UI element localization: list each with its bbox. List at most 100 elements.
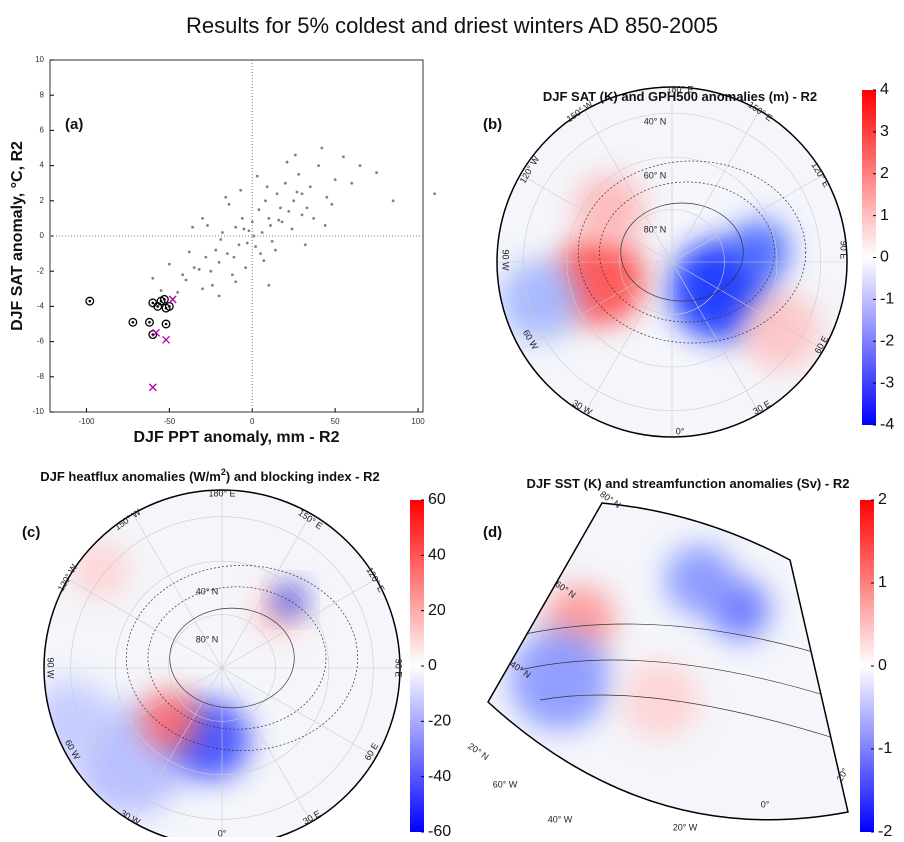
point [176, 290, 180, 294]
map-outline [496, 86, 848, 438]
point [259, 252, 262, 256]
point [280, 220, 284, 224]
panel-label: (b) [483, 116, 502, 133]
point-ring [128, 317, 138, 327]
point [267, 217, 271, 220]
anomaly-shading [275, 585, 305, 615]
y-tick-label: -6 [37, 337, 45, 346]
point [252, 234, 256, 238]
point-dot [163, 298, 166, 301]
coordinate-label: 80° N [644, 224, 667, 234]
anomaly-shading [70, 540, 130, 600]
point [292, 199, 296, 203]
coordinate-label: 60° W [493, 779, 518, 789]
point [300, 192, 304, 196]
point-dot [88, 299, 92, 303]
point [85, 296, 95, 306]
anomaly-shading [140, 690, 200, 750]
colorbar-tick-label: -1 [878, 740, 892, 757]
contour [539, 694, 841, 741]
map-title: DJF SST (K) and streamfunction anomalies… [527, 476, 850, 491]
point [239, 188, 243, 192]
colorbar-tick-label: -20 [428, 713, 451, 730]
y-tick-label: -4 [37, 302, 45, 311]
coordinate-label: 90 E [839, 241, 849, 260]
anomaly-shading [730, 220, 790, 280]
point-ring [85, 296, 95, 306]
title-superscript: 2 [221, 467, 226, 477]
coordinate-label: 20° W [673, 822, 698, 832]
point [237, 243, 241, 247]
anomaly-shading [710, 580, 770, 640]
coordinate-label: 80° N [196, 634, 219, 644]
point [192, 266, 196, 270]
colorbar-tick-label: 1 [880, 207, 889, 224]
point [168, 295, 177, 304]
point [330, 202, 334, 206]
point [148, 383, 157, 392]
point [250, 220, 254, 224]
point [240, 217, 244, 220]
point [191, 225, 194, 229]
point [433, 192, 437, 196]
point [257, 208, 261, 212]
point [297, 173, 301, 176]
point [275, 192, 279, 196]
title-text: DJF SAT (K) and GPH500 anomalies (m) - R… [543, 89, 817, 104]
coordinate-label: 0° [218, 828, 227, 837]
point [308, 185, 312, 189]
y-tick-label: 2 [40, 196, 45, 205]
point [209, 269, 213, 273]
colorbar-tick-label: 3 [880, 123, 889, 140]
colorbar-tick-label: -3 [880, 374, 894, 391]
point [295, 190, 299, 194]
point [333, 178, 337, 182]
map-field [488, 503, 848, 820]
point [232, 255, 236, 259]
x-tick-label: -100 [78, 417, 95, 426]
point-dot [151, 301, 155, 305]
point [312, 217, 315, 220]
point [264, 199, 267, 203]
point [151, 276, 155, 280]
point [300, 213, 304, 217]
coordinate-label: 90 E [394, 659, 404, 678]
point [224, 195, 228, 199]
colorbar-tick-label: -2 [878, 823, 892, 837]
contour [577, 160, 807, 344]
point [317, 164, 320, 168]
point [358, 164, 362, 168]
point-ring [148, 330, 158, 340]
colorbar [860, 500, 874, 832]
coordinate-label: 40° W [548, 814, 573, 824]
point [285, 160, 289, 164]
point [230, 273, 234, 277]
graticule [520, 174, 824, 350]
anomaly-shading [620, 660, 700, 740]
y-tick-label: 10 [35, 55, 44, 64]
point [267, 283, 271, 287]
point [152, 328, 161, 337]
point [244, 266, 248, 270]
point [375, 171, 378, 175]
map-field [497, 87, 847, 437]
coordinate-label: 0° [676, 426, 685, 436]
point [350, 181, 354, 185]
point [342, 155, 345, 159]
point [153, 301, 163, 311]
point [162, 335, 171, 344]
anomaly-shading [500, 260, 580, 340]
point [320, 146, 324, 150]
point [277, 218, 281, 222]
point [201, 287, 204, 291]
colorbar-tick-label: 40 [428, 547, 446, 564]
point [217, 261, 221, 264]
map-title: DJF heatflux anomalies (W/m2) and blocki… [40, 467, 379, 484]
point-ring [153, 301, 163, 311]
point [391, 199, 395, 203]
contour [599, 181, 775, 323]
coordinate-label: 180° E [666, 84, 693, 94]
contour [125, 565, 359, 751]
contour [147, 586, 327, 730]
